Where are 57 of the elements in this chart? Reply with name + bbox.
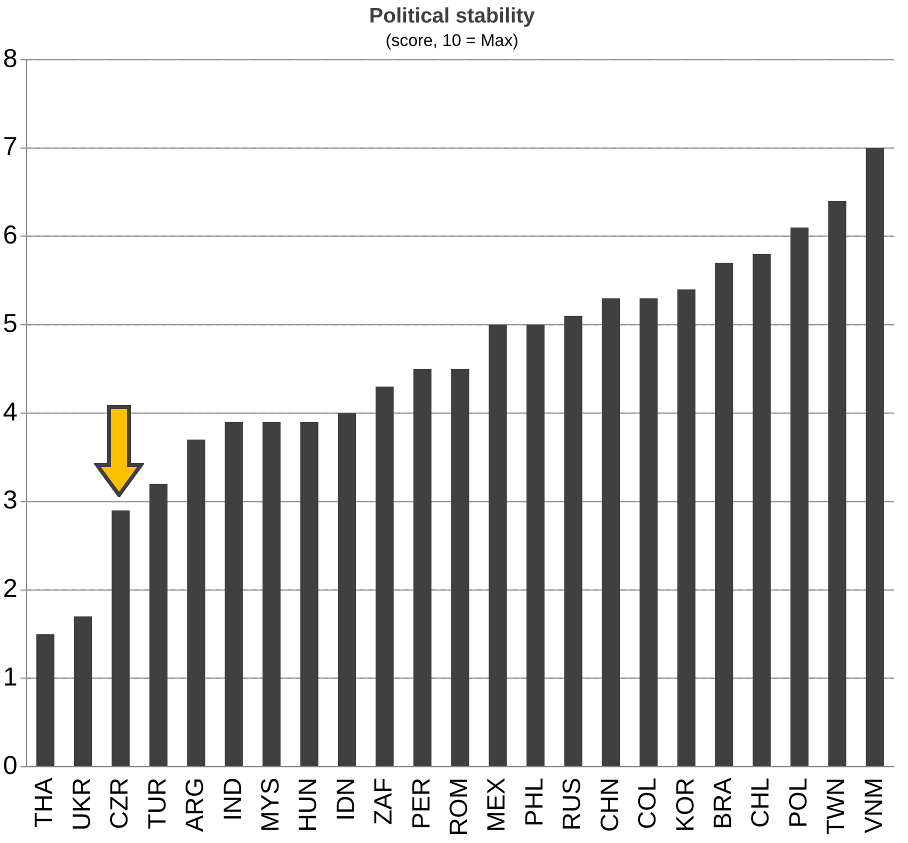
x-tick-label: IND [218, 778, 247, 821]
x-tick-label: PER [407, 778, 436, 830]
x-tick-label: IDN [332, 778, 360, 821]
x-tick-label: KOR [671, 778, 700, 832]
x-tick-label: POL [784, 778, 812, 828]
bar [828, 201, 846, 766]
x-tick-label: TWN [822, 778, 850, 835]
x-tick-label: THA [30, 777, 58, 828]
bar [488, 324, 507, 766]
bar [112, 510, 130, 766]
x-tick-label: TUR [143, 778, 172, 830]
x-tick-label: BRA [708, 777, 737, 830]
x-tick-label: HUN [294, 778, 322, 832]
x-tick-label: MYS [256, 778, 284, 832]
x-tick-label: ZAF [370, 778, 398, 825]
y-tick-label: 2 [2, 573, 18, 604]
bar [149, 484, 168, 766]
chart-title: Political stability [369, 4, 536, 28]
bar [300, 422, 318, 766]
bar [790, 228, 809, 766]
chart-subtitle: (score, 10 = Max) [386, 31, 518, 50]
bar [413, 368, 432, 766]
bar [451, 368, 470, 766]
x-tick-label: MEX [482, 777, 511, 832]
y-tick-label: 5 [2, 308, 18, 338]
x-tick-label: COL [634, 778, 662, 830]
x-tick-label: CHN [596, 778, 624, 832]
bar [187, 440, 206, 766]
x-tick-label: CHL [746, 778, 775, 828]
bar [715, 262, 734, 766]
bar [376, 386, 394, 766]
y-tick-label: 8 [2, 42, 18, 73]
bar [224, 422, 243, 766]
bar [262, 422, 281, 766]
y-tick-label: 3 [2, 484, 18, 515]
bar [36, 634, 54, 766]
y-tick-label: 1 [2, 661, 18, 692]
bar [74, 616, 92, 766]
x-tick-label: UKR [68, 778, 96, 830]
bar [602, 298, 620, 766]
x-tick-label: RUS [558, 778, 586, 830]
y-tick-label: 0 [2, 750, 18, 780]
bar [866, 148, 884, 766]
bar [338, 413, 356, 766]
bar [564, 316, 582, 766]
x-tick-label: VNM [860, 778, 888, 834]
x-tick-label: PHL [520, 778, 548, 826]
bar [752, 254, 771, 766]
bar [677, 289, 696, 766]
bar [526, 324, 545, 766]
y-tick-label: 7 [2, 131, 18, 162]
bar [640, 298, 658, 766]
y-tick-label: 4 [2, 396, 18, 426]
x-tick-label: ARG [181, 778, 210, 832]
x-tick-label: CZR [106, 778, 134, 830]
x-tick-label: ROM [445, 778, 474, 836]
y-tick-label: 6 [2, 220, 18, 250]
